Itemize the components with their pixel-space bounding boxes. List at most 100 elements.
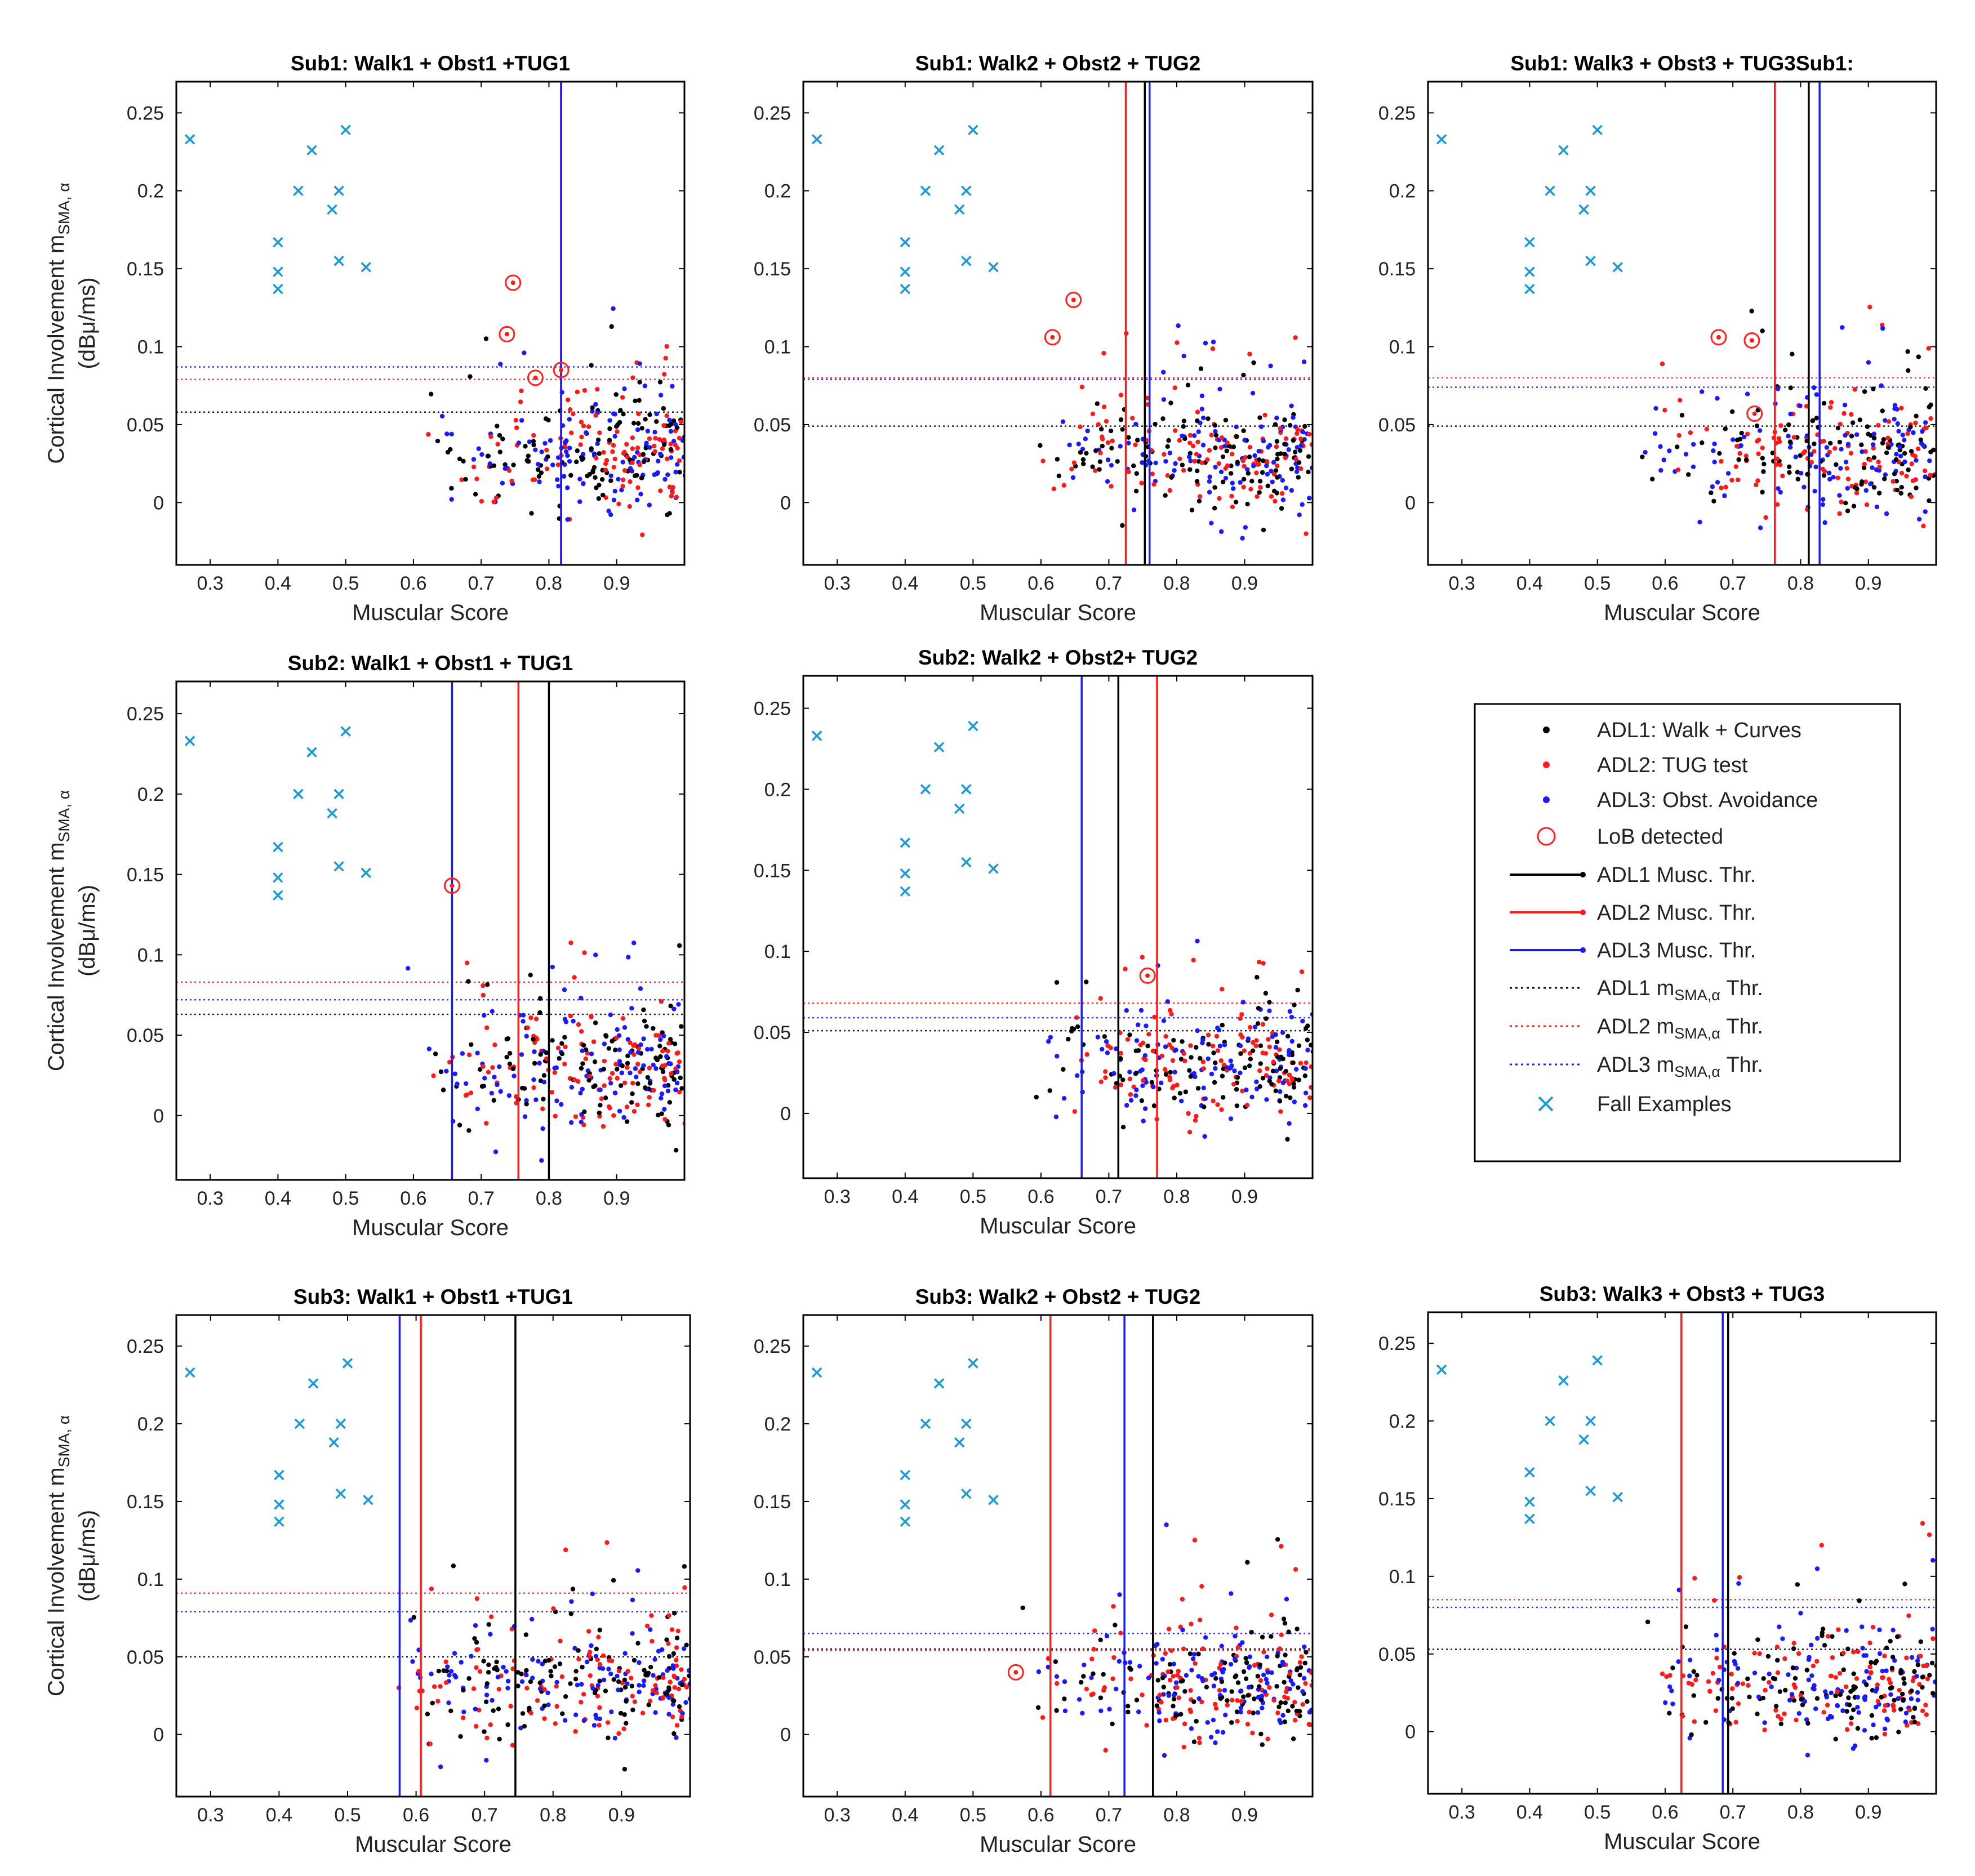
adl3-point — [1643, 449, 1648, 455]
adl1-point — [568, 1681, 573, 1686]
adl1-point — [1108, 428, 1114, 434]
adl2-point — [1293, 1567, 1298, 1572]
adl2-point — [1143, 1057, 1148, 1063]
adl2-point — [1773, 1708, 1778, 1713]
adl2-point — [1778, 1717, 1783, 1722]
adl1-point — [1279, 506, 1284, 511]
adl3-point — [1300, 502, 1305, 507]
adl3-point — [1758, 525, 1763, 531]
adl2-point — [1829, 1673, 1834, 1678]
adl3-point — [1167, 451, 1173, 456]
adl1-point — [671, 1077, 677, 1082]
adl3-point — [455, 1081, 460, 1086]
adl2-point — [673, 442, 678, 448]
adl3-point — [1870, 465, 1875, 470]
adl1-point — [1918, 437, 1923, 443]
adl2-point — [653, 1683, 658, 1688]
adl1-point — [531, 439, 536, 444]
adl2-point — [429, 1586, 434, 1592]
adl3-point — [647, 502, 652, 507]
adl3-point — [1930, 1558, 1936, 1563]
adl3-point — [1142, 1053, 1148, 1058]
adl3-point — [619, 1070, 625, 1076]
adl3-point — [1793, 454, 1798, 460]
adl1-point — [1295, 987, 1300, 993]
y-tick-label: 0.2 — [1389, 1411, 1416, 1432]
adl1-point — [1188, 1074, 1194, 1079]
adl2-point — [1849, 412, 1854, 417]
adl1-point — [1181, 418, 1187, 424]
adl1-point — [1244, 1660, 1249, 1665]
adl1-point — [1846, 1695, 1851, 1700]
adl3-point — [1658, 444, 1663, 449]
adl2-point — [1867, 1664, 1872, 1669]
adl2-point — [1175, 340, 1180, 345]
y-axis-label: Cortical Involvement mSMA, α — [44, 182, 73, 464]
adl3-point — [1786, 434, 1791, 439]
adl2-point — [510, 1666, 515, 1672]
adl3-point — [561, 474, 567, 479]
adl3-point — [1292, 1099, 1297, 1104]
adl2-point — [581, 1122, 586, 1128]
adl2-point — [1248, 487, 1253, 492]
adl1-point — [613, 392, 619, 397]
adl3-point — [452, 1651, 457, 1656]
adl1-point — [1755, 408, 1760, 413]
adl3-point — [1140, 1083, 1145, 1088]
lob-marker — [527, 369, 544, 386]
y-tick-label: 0.1 — [1389, 1566, 1416, 1588]
adl3-point — [471, 457, 477, 462]
y-tick-label: 0.05 — [127, 415, 164, 436]
adl3-point — [1189, 1668, 1194, 1673]
fall-example-marker — [1585, 256, 1596, 266]
x-tick-label: 0.3 — [824, 573, 851, 594]
adl1-point — [1075, 1024, 1080, 1030]
adl3-point — [635, 1568, 640, 1573]
adl3-point — [1254, 1086, 1260, 1091]
adl2-point — [432, 1684, 437, 1689]
adl3-point — [573, 1712, 579, 1718]
adl3-point — [1180, 1628, 1185, 1633]
fall-example-marker — [185, 1367, 195, 1378]
adl2-point — [660, 1049, 665, 1054]
adl1-point — [1306, 469, 1311, 475]
adl2-point — [1812, 449, 1817, 454]
adl3-point — [1683, 452, 1689, 457]
adl2-point — [443, 1659, 448, 1664]
adl3-point — [1731, 437, 1736, 442]
adl2-point — [1930, 1636, 1936, 1641]
adl1-point — [1851, 1684, 1856, 1689]
adl2-point — [674, 1657, 679, 1663]
adl1-point — [1761, 1676, 1766, 1681]
panel-title: Sub1: Walk1 + Obst1 +TUG1 — [291, 52, 570, 75]
adl1-point — [1285, 1033, 1291, 1039]
adl2-point — [1191, 957, 1196, 962]
adl1-point — [1902, 1581, 1907, 1587]
adl1-point — [1283, 1652, 1288, 1657]
adl3-point — [511, 1073, 517, 1079]
adl1-point — [1775, 1657, 1780, 1663]
adl3-point — [1322, 473, 1326, 477]
adl2-point — [1247, 1024, 1253, 1030]
adl1-point — [1906, 368, 1911, 373]
adl1-point — [477, 1067, 483, 1072]
adl2-point — [1229, 1697, 1235, 1703]
adl3-point — [1805, 1753, 1811, 1758]
adl1-point — [1282, 1679, 1287, 1685]
adl1-point — [1845, 509, 1851, 514]
adl2-point — [1102, 1685, 1107, 1690]
adl1-point — [484, 1681, 490, 1686]
adl3-point — [565, 517, 570, 522]
adl1-point — [485, 453, 491, 459]
adl2-point — [1717, 1664, 1723, 1670]
legend-musc3-label: ADL3 Musc. Thr. — [1597, 939, 1756, 962]
adl3-point — [519, 1052, 524, 1057]
adl2-point — [1279, 1544, 1284, 1549]
adl1-point — [1212, 485, 1217, 490]
adl3-point — [524, 1673, 529, 1678]
x-tick-label: 0.4 — [892, 1804, 918, 1826]
adl2-point — [1169, 1648, 1174, 1654]
adl3-point — [1302, 1644, 1307, 1650]
adl2-point — [1729, 1672, 1734, 1677]
adl2-point — [1283, 455, 1288, 461]
